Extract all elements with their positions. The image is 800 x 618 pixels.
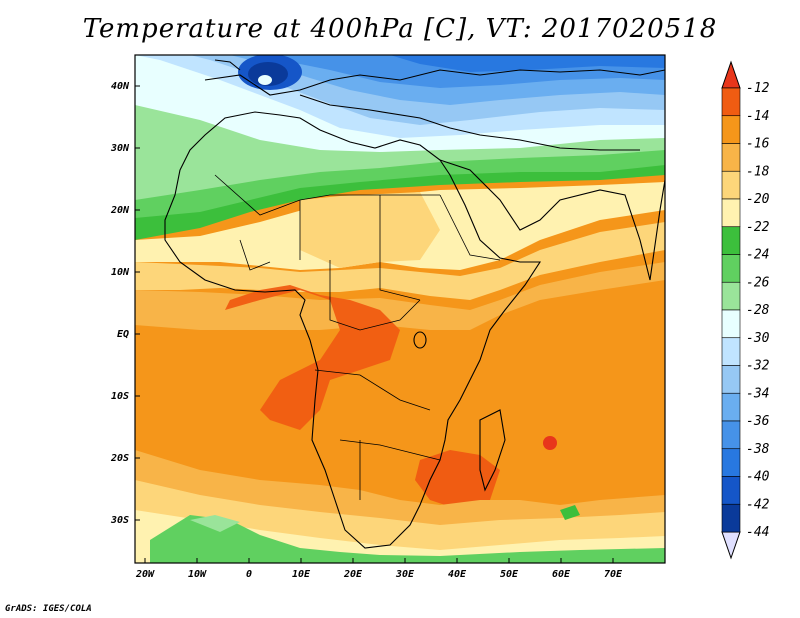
colorbar-bin (721, 420, 741, 450)
colorbar-bin (721, 448, 741, 477)
colorbar-bin (721, 337, 741, 366)
colorbar-bin (721, 365, 741, 394)
temperature-field (135, 55, 665, 563)
colorbar-max-triangle (721, 60, 741, 89)
country-borders (214, 174, 501, 500)
y-tick-label: 30N (110, 143, 130, 154)
colorbar-bin (721, 476, 741, 505)
colorbar-bin (721, 309, 741, 339)
colorbar-label: -44 (746, 525, 769, 540)
colorbar-label: -32 (746, 359, 770, 374)
y-tick-label: 10S (111, 391, 129, 402)
colorbar-bin (721, 392, 741, 422)
y-tick-label: 30S (110, 515, 129, 526)
colorbar-bin (721, 198, 741, 228)
colorbar-label: -30 (746, 331, 770, 346)
coastlines (164, 59, 665, 549)
colorbar-bin (721, 87, 741, 117)
x-tick-label: 60E (552, 569, 571, 580)
colorbar-label: -20 (746, 192, 770, 207)
y-tick-label: 20N (110, 205, 130, 216)
colorbar-bin (721, 254, 741, 283)
colorbar-bin (721, 115, 741, 144)
x-tick-label: 40E (448, 569, 467, 580)
y-tick-label: 40N (111, 81, 130, 92)
colorbar-bin (721, 170, 741, 200)
x-tick-label: 20E (343, 569, 363, 580)
y-tick-label: 20S (110, 453, 129, 464)
colorbar-bin (721, 503, 741, 533)
map-frame (134, 54, 666, 564)
x-tick-label: 10W (188, 569, 207, 580)
colorbar-label: -28 (746, 303, 770, 318)
colorbar-bin (721, 226, 741, 255)
y-tick-label: EQ (117, 329, 129, 340)
colorbar-label: -12 (746, 81, 770, 96)
colorbar: -12 -14 -16 -18 -20 -22 -24 -26 -28 -30 -32 -34 -36 -… (721, 60, 770, 560)
y-axis: 40N 30N 20N 10N EQ 10S 20S 30S (110, 81, 140, 526)
colorbar-label: -22 (746, 220, 770, 235)
colorbar-bin (721, 281, 741, 311)
colorbar-label: -34 (746, 386, 769, 401)
colorbar-bin (721, 143, 741, 172)
x-axis: 20W 10W 0 10E 20E 30E 40E 50E 60E 70E (135, 558, 623, 580)
credit-text: GrADS: IGES/COLA (5, 604, 92, 614)
colorbar-min-triangle (721, 531, 741, 560)
x-tick-label: 10E (292, 569, 311, 580)
x-tick-label: 30E (395, 569, 415, 580)
x-tick-label: 20W (135, 569, 155, 580)
y-tick-label: 10N (111, 267, 130, 278)
x-tick-label: 50E (500, 569, 519, 580)
colorbar-label: -40 (746, 470, 770, 485)
colorbar-label: -36 (746, 414, 770, 429)
x-tick-label: 70E (604, 569, 623, 580)
chart-title: Temperature at 400hPa [C], VT: 201702051… (82, 14, 718, 44)
colorbar-label: -38 (746, 442, 770, 457)
colorbar-label: -24 (746, 248, 769, 263)
colorbar-label: -14 (746, 109, 769, 124)
colorbar-label: -26 (746, 275, 770, 290)
colorbar-label: -18 (746, 164, 770, 179)
colorbar-label: -16 (746, 137, 770, 152)
colorbar-label: -42 (746, 497, 770, 512)
x-tick-label: 0 (246, 569, 252, 580)
